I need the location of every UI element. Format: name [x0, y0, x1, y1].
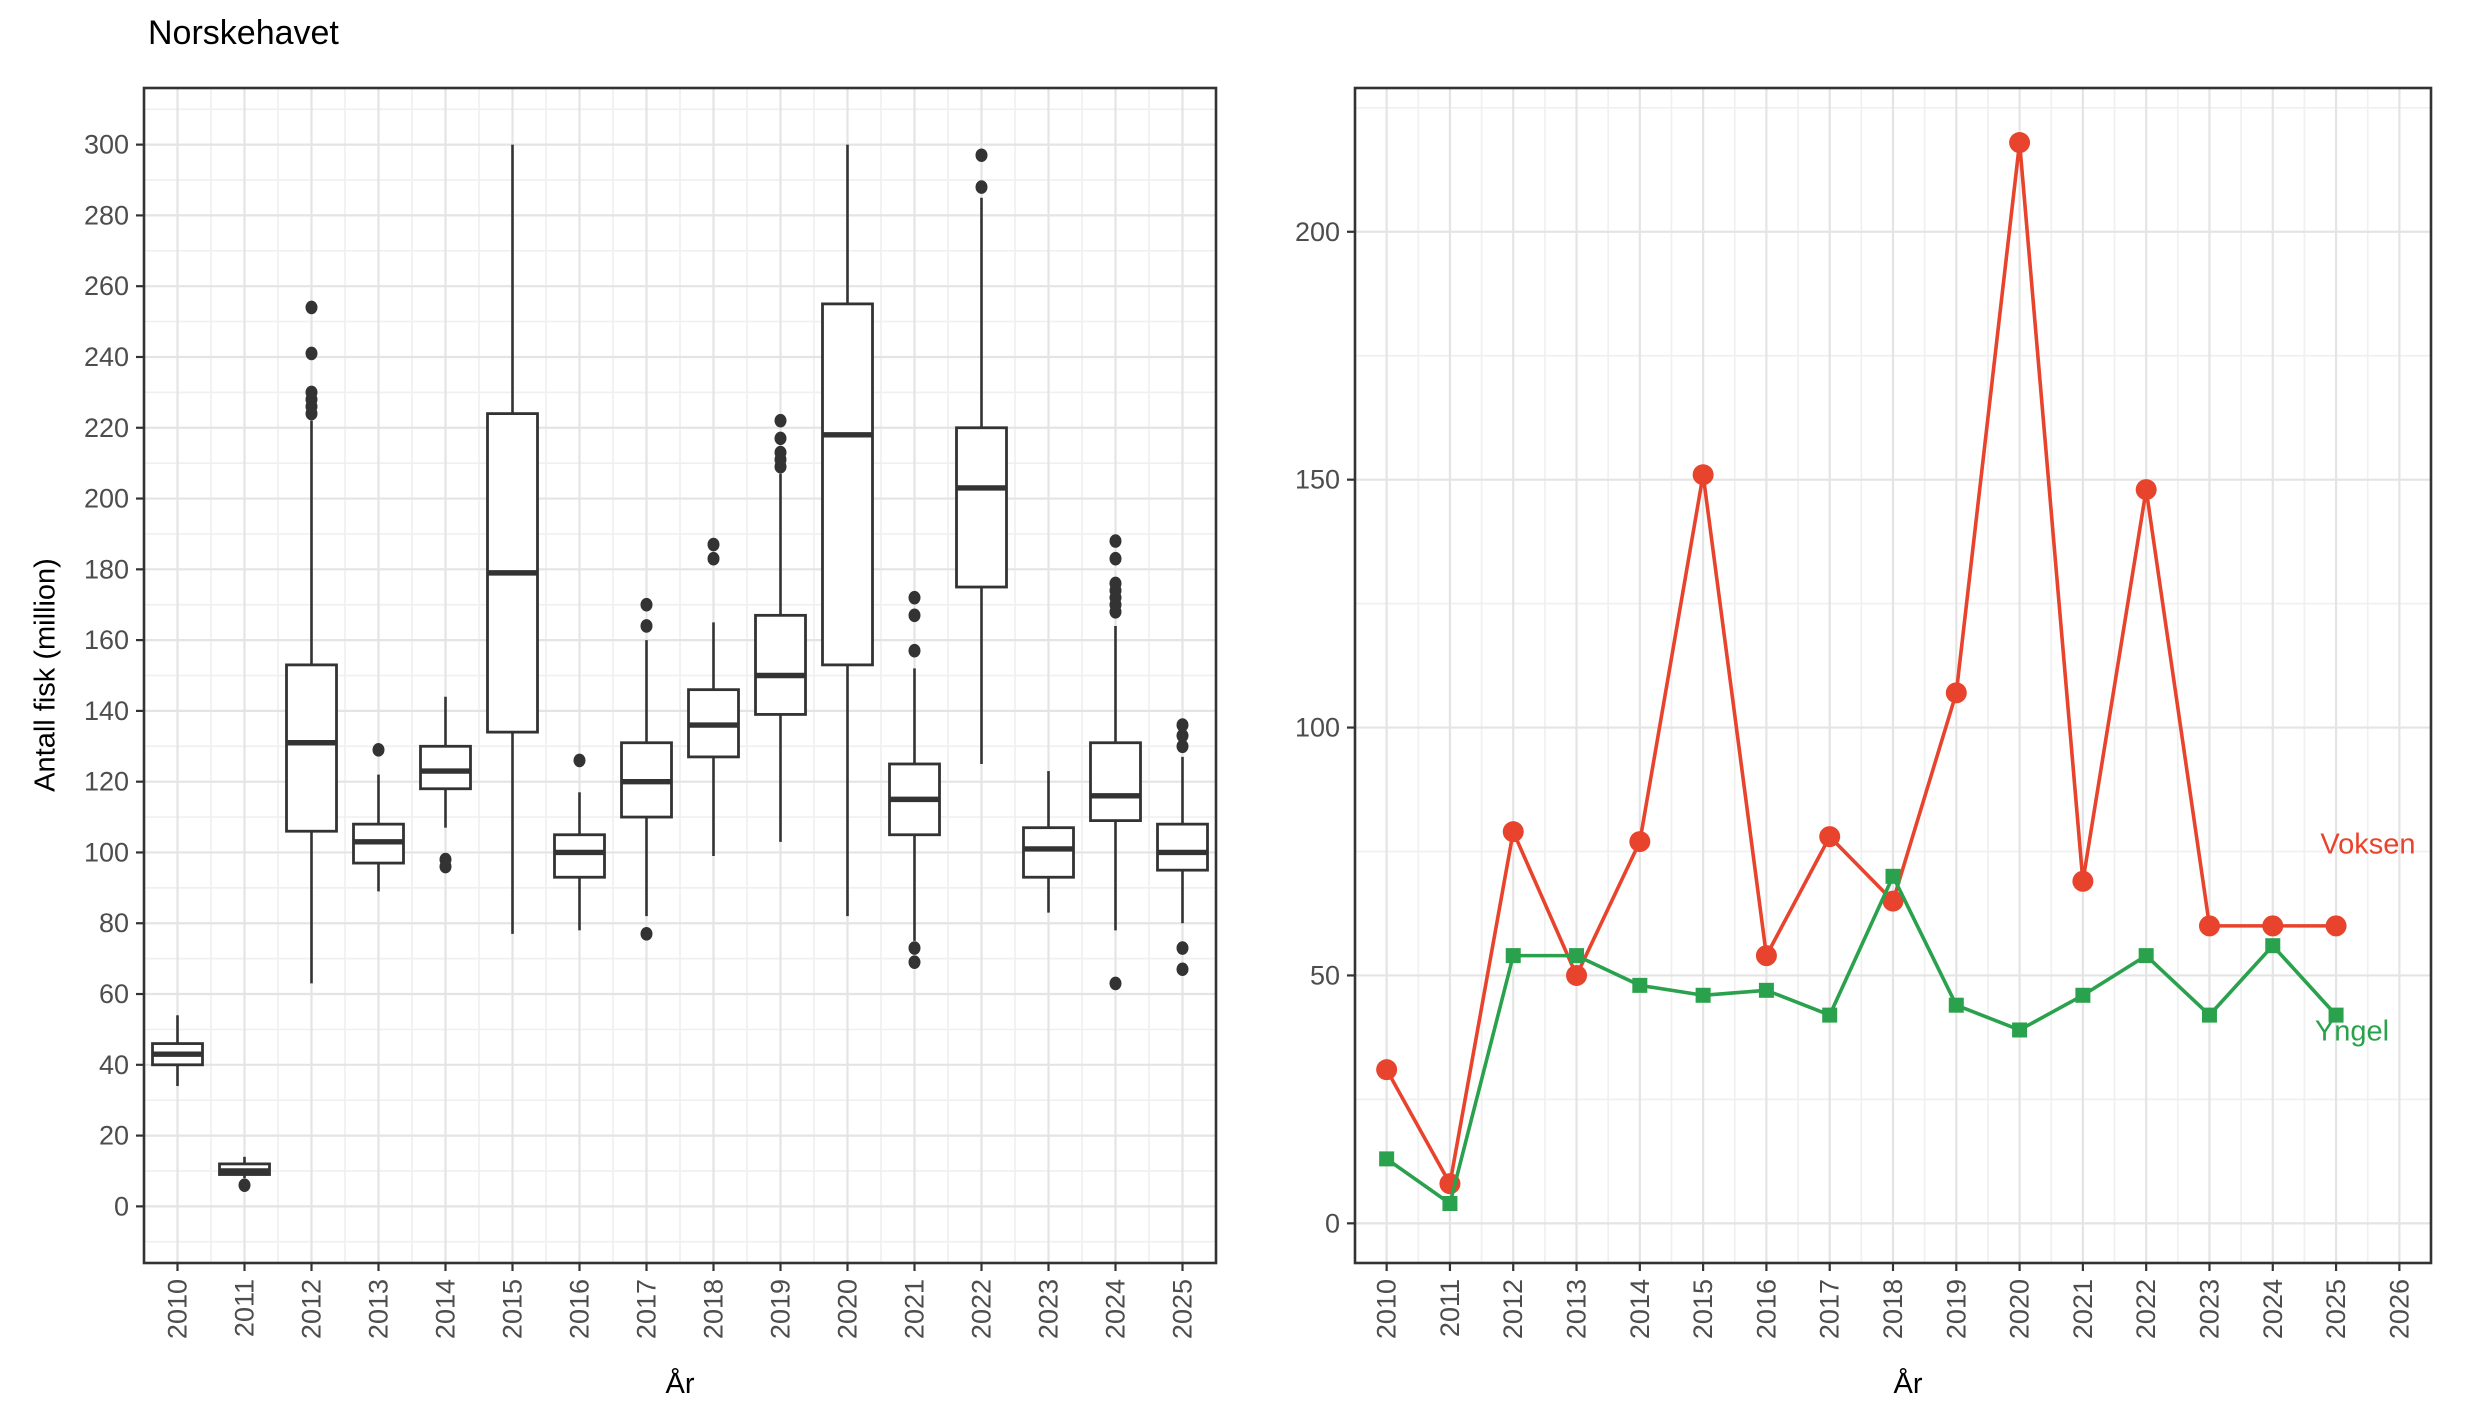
- voksen-series-label: Voksen: [2320, 828, 2416, 861]
- svg-text:2016: 2016: [1751, 1279, 1781, 1339]
- svg-text:2025: 2025: [1168, 1279, 1198, 1339]
- svg-text:200: 200: [1295, 217, 1340, 247]
- svg-text:0: 0: [114, 1191, 129, 1221]
- svg-text:2022: 2022: [2131, 1279, 2161, 1339]
- svg-text:2010: 2010: [1372, 1279, 1402, 1339]
- svg-text:2021: 2021: [2068, 1279, 2098, 1339]
- svg-text:260: 260: [84, 271, 129, 301]
- svg-text:280: 280: [84, 200, 129, 230]
- svg-text:100: 100: [1295, 713, 1340, 743]
- svg-text:2014: 2014: [1625, 1279, 1655, 1339]
- svg-text:2011: 2011: [230, 1279, 260, 1337]
- svg-text:240: 240: [84, 342, 129, 372]
- svg-text:2026: 2026: [2384, 1279, 2414, 1339]
- svg-text:180: 180: [84, 554, 129, 584]
- svg-text:2014: 2014: [431, 1279, 461, 1339]
- svg-text:2021: 2021: [900, 1279, 930, 1339]
- svg-text:2015: 2015: [1688, 1279, 1718, 1339]
- svg-text:2018: 2018: [1878, 1279, 1908, 1339]
- svg-text:2018: 2018: [699, 1279, 729, 1339]
- svg-text:2023: 2023: [2194, 1279, 2224, 1339]
- svg-text:160: 160: [84, 625, 129, 655]
- svg-text:2015: 2015: [498, 1279, 528, 1339]
- svg-text:2019: 2019: [766, 1279, 796, 1339]
- yngel-series-label: Yngel: [2314, 1015, 2390, 1048]
- left-y-axis-title: Antall fisk (million): [29, 558, 62, 792]
- svg-text:2011: 2011: [1435, 1279, 1465, 1337]
- svg-text:80: 80: [99, 908, 129, 938]
- svg-text:2024: 2024: [2258, 1279, 2288, 1339]
- svg-text:2017: 2017: [632, 1279, 662, 1339]
- svg-text:0: 0: [1325, 1208, 1340, 1238]
- svg-text:300: 300: [84, 130, 129, 160]
- svg-text:2013: 2013: [1562, 1279, 1592, 1339]
- svg-text:140: 140: [84, 696, 129, 726]
- svg-text:2013: 2013: [364, 1279, 394, 1339]
- svg-text:2020: 2020: [2005, 1279, 2035, 1339]
- svg-text:2022: 2022: [967, 1279, 997, 1339]
- svg-text:60: 60: [99, 979, 129, 1009]
- svg-text:150: 150: [1295, 465, 1340, 495]
- svg-text:120: 120: [84, 767, 129, 797]
- svg-text:2016: 2016: [565, 1279, 595, 1339]
- svg-text:2012: 2012: [1498, 1279, 1528, 1339]
- boxplot-chart-norskehavet: 0 20 40 60 80 100 120 140 160 180 200 220 240 260 280 3…: [84, 86, 1218, 1339]
- svg-text:2025: 2025: [2321, 1279, 2351, 1339]
- svg-text:2012: 2012: [297, 1279, 327, 1339]
- svg-text:2023: 2023: [1034, 1279, 1064, 1339]
- svg-text:20: 20: [99, 1121, 129, 1151]
- svg-text:2020: 2020: [833, 1279, 863, 1339]
- line-chart-voksen-yngel: 0 50 100 150 200 2010 2011 2012 2013 2014 2015 2016…: [1295, 86, 2433, 1339]
- page-title: Norskehavet: [148, 14, 339, 52]
- svg-text:200: 200: [84, 484, 129, 514]
- svg-text:2010: 2010: [163, 1279, 193, 1339]
- svg-text:100: 100: [84, 837, 129, 867]
- svg-text:2019: 2019: [1941, 1279, 1971, 1339]
- right-x-axis-title: År: [1893, 1368, 1923, 1400]
- left-x-axis-title: År: [665, 1368, 695, 1400]
- svg-text:40: 40: [99, 1050, 129, 1080]
- svg-text:220: 220: [84, 413, 129, 443]
- svg-text:50: 50: [1310, 960, 1340, 990]
- svg-text:2017: 2017: [1815, 1279, 1845, 1339]
- svg-text:2024: 2024: [1101, 1279, 1131, 1339]
